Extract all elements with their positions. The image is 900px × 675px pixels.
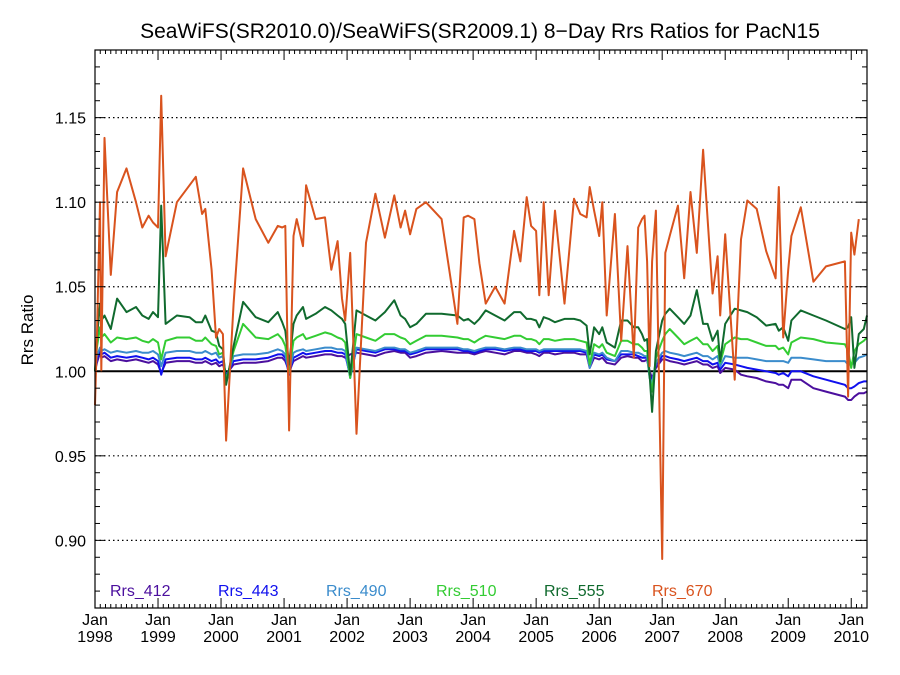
x-tick-month-label: Jan [334, 612, 360, 629]
y-tick-label: 0.90 [55, 533, 86, 550]
y-tick-label: 0.95 [55, 449, 86, 466]
legend-entry-rrs-412: Rrs_412 [110, 583, 171, 600]
x-tick-month-label: Jan [712, 612, 738, 629]
x-tick-year-label: 2008 [707, 629, 743, 646]
series-line-rrs-490 [94, 346, 868, 385]
x-tick-year-label: 1999 [140, 629, 176, 646]
series-line-rrs-670 [94, 94, 860, 560]
legend: Rrs_412 Rrs_443 Rrs_490 Rrs_510 Rrs_555 Rrs_6… [110, 583, 713, 600]
plot-border [94, 49, 868, 609]
legend-entry-rrs-490: Rrs_490 [326, 583, 387, 600]
x-tick-month-label: Jan [397, 612, 423, 629]
x-tick-labels: Jan1998Jan1999Jan2000Jan2001Jan2002Jan20… [77, 612, 869, 646]
x-tick-year-label: 1998 [77, 629, 113, 646]
x-tick-year-label: 2009 [770, 629, 806, 646]
x-tick-month-label: Jan [775, 612, 801, 629]
y-tick-label: 1.15 [55, 111, 86, 128]
x-tick-month-label: Jan [82, 612, 108, 629]
x-tick-month-label: Jan [838, 612, 864, 629]
series-line-rrs-412 [94, 350, 868, 401]
y-tick-labels: 0.90 0.95 1.00 1.05 1.10 1.15 [55, 111, 86, 551]
x-tick-month-label: Jan [208, 612, 234, 629]
series-lines [94, 94, 868, 560]
x-tick-year-label: 2010 [833, 629, 869, 646]
legend-entry-rrs-443: Rrs_443 [218, 583, 279, 600]
x-tick-month-label: Jan [523, 612, 549, 629]
series-line-rrs-443 [94, 348, 867, 390]
plot-frame [94, 49, 868, 609]
x-tick-month-label: Jan [649, 612, 675, 629]
x-tick-month-label: Jan [145, 612, 171, 629]
legend-entry-rrs-510: Rrs_510 [436, 583, 497, 600]
x-tick-year-label: 2005 [518, 629, 554, 646]
y-tick-label: 1.05 [55, 280, 86, 297]
x-tick-month-label: Jan [586, 612, 612, 629]
x-tick-year-label: 2007 [644, 629, 680, 646]
x-tick-month-label: Jan [460, 612, 486, 629]
y-tick-label: 1.10 [55, 195, 86, 212]
x-tick-month-label: Jan [271, 612, 297, 629]
x-tick-year-label: 2001 [266, 629, 302, 646]
x-tick-year-label: 2000 [203, 629, 239, 646]
x-tick-year-label: 2006 [581, 629, 617, 646]
y-tick-label: 1.00 [55, 364, 86, 381]
chart-title: SeaWiFS(SR2010.0)/SeaWiFS(SR2009.1) 8−Da… [140, 20, 820, 43]
legend-entry-rrs-555: Rrs_555 [544, 583, 605, 600]
series-line-rrs-510 [94, 322, 868, 393]
x-tick-year-label: 2002 [329, 629, 365, 646]
x-tick-year-label: 2003 [392, 629, 428, 646]
y-axis-label: Rrs Ratio [18, 295, 37, 366]
x-tick-year-label: 2004 [455, 629, 491, 646]
series-line-rrs-555 [94, 204, 868, 413]
legend-entry-rrs-670: Rrs_670 [652, 583, 713, 600]
